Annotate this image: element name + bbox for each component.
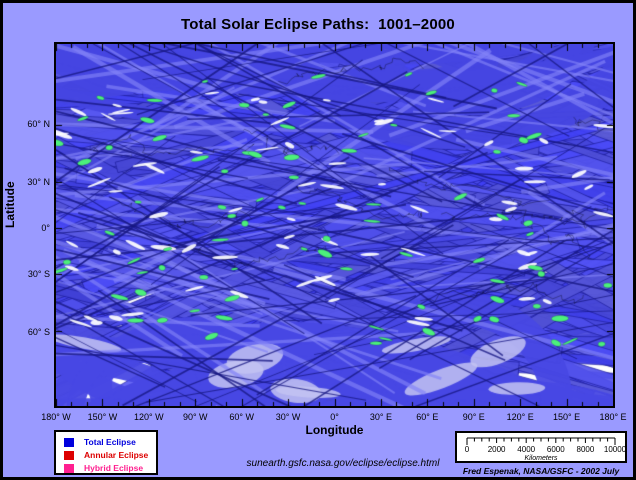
scale-distance-label: 10000	[604, 445, 625, 454]
x-tick-label: 60° E	[416, 412, 439, 422]
x-tick-label: 90° W	[182, 412, 208, 422]
legend-label: Hybrid Eclipse	[84, 463, 144, 473]
y-tick-label: 0°	[41, 223, 50, 233]
legend-swatch	[64, 463, 74, 473]
x-tick-label: 120° E	[506, 412, 534, 422]
legend-item: Hybrid Eclipse	[64, 462, 156, 474]
x-tick-label: 60° W	[229, 412, 254, 422]
scale-distance-label: 8000	[577, 445, 595, 454]
x-tick-label: 90° E	[462, 412, 485, 422]
scale-distance-label: 2000	[488, 445, 506, 454]
x-tick-label: 30° E	[369, 412, 392, 422]
x-axis-title: Longitude	[305, 423, 364, 437]
legend-swatch	[64, 450, 74, 460]
x-tick-label: 180° W	[41, 412, 71, 422]
y-axis-title-text: Latitude	[3, 181, 17, 228]
map-plot-area	[54, 42, 615, 408]
distance-scale-bar: 0 2000 4000 6000 8000 10000 Kilometers	[455, 431, 627, 463]
scale-distance-label: 6000	[547, 445, 565, 454]
eclipse-paths-canvas	[56, 44, 613, 406]
legend-item: Total Eclipse	[64, 436, 156, 448]
legend-label: Total Eclipse	[84, 437, 136, 447]
figure-title: Total Solar Eclipse Paths: 1001–2000	[181, 16, 455, 33]
x-tick-label: 150° W	[87, 412, 118, 422]
y-tick-label: 30° N	[27, 177, 50, 187]
x-tick-label: 0°	[330, 412, 339, 422]
x-tick-label: 120° W	[134, 412, 164, 422]
y-tick-label: 30° S	[27, 269, 50, 279]
author-credit: Fred Espenak, NASA/GSFC - 2002 July	[462, 466, 620, 476]
x-tick-label: 30° W	[275, 412, 301, 422]
scale-ruler: 0 2000 4000 6000 8000 10000 Kilometers	[465, 437, 627, 462]
legend-label: Annular Eclipse	[84, 450, 149, 460]
legend-box: Total Eclipse Annular Eclipse Hybrid Eclip…	[54, 430, 158, 475]
scale-distance-label: 0	[465, 445, 470, 454]
y-tick-label: 60° N	[27, 119, 50, 129]
legend-swatch	[64, 437, 74, 447]
website-url: sunearth.gsfc.nasa.gov/eclipse/eclipse.h…	[246, 458, 440, 469]
y-tick-label: 60° S	[27, 327, 50, 337]
x-tick-label: 180° E	[599, 412, 627, 422]
scale-unit-label: Kilometers	[524, 455, 558, 461]
legend-item: Annular Eclipse	[64, 449, 156, 461]
scale-distance-label: 4000	[517, 445, 535, 454]
x-tick-label: 150° E	[553, 412, 581, 422]
